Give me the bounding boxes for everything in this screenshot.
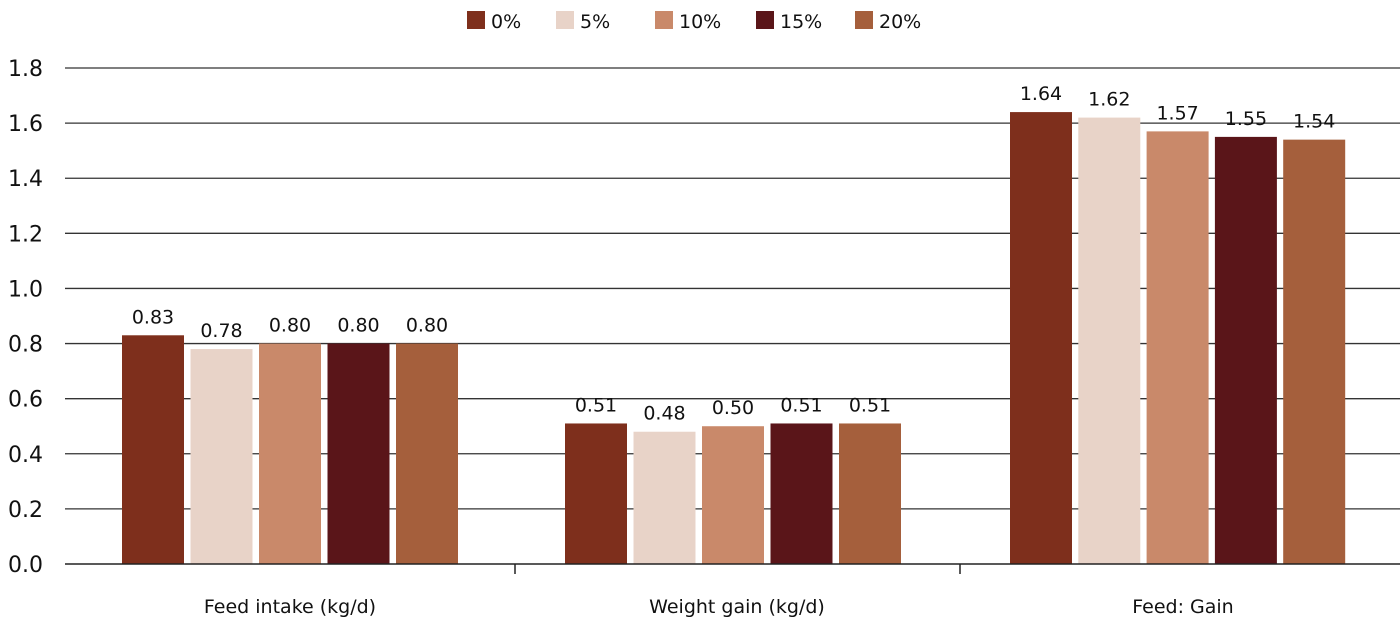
data-label: 1.64 xyxy=(1020,83,1062,105)
data-label: 0.51 xyxy=(575,394,617,416)
data-label: 0.50 xyxy=(712,397,754,419)
bar-5pct-0 xyxy=(190,349,253,564)
legend-label: 20% xyxy=(879,11,921,33)
bar-10pct-1 xyxy=(702,426,764,564)
data-label: 0.51 xyxy=(780,394,822,416)
data-label: 0.83 xyxy=(132,306,174,328)
category-label: Feed: Gain xyxy=(1132,596,1233,618)
bar-5pct-1 xyxy=(633,431,696,564)
bar-15pct-2 xyxy=(1214,136,1277,564)
data-label: 0.48 xyxy=(643,403,685,425)
bar-15pct-0 xyxy=(327,343,390,564)
data-label: 0.80 xyxy=(406,315,448,337)
bar-20pct-2 xyxy=(1283,139,1346,564)
data-label: 0.80 xyxy=(269,315,311,337)
legend-swatch xyxy=(855,11,873,29)
legend-label: 5% xyxy=(580,11,610,33)
data-label: 0.51 xyxy=(849,394,891,416)
x-axis-category-labels: Feed intake (kg/d) Weight gain (kg/d) Feed… xyxy=(204,596,1234,618)
y-tick-label: 0.0 xyxy=(8,553,43,578)
bar-0pct-0 xyxy=(122,335,184,564)
x-axis xyxy=(65,563,1400,574)
y-tick-label: 1.6 xyxy=(8,112,43,137)
legend-label: 15% xyxy=(780,11,822,33)
y-tick-label: 0.8 xyxy=(8,333,43,358)
y-tick-label: 0.4 xyxy=(8,443,43,468)
legend-swatch xyxy=(556,11,574,29)
data-labels: 0.83 0.51 1.64 0.78 0.48 1.62 0.80 0.50 1.57 0.80… xyxy=(132,83,1336,425)
y-tick-label: 0.2 xyxy=(8,498,43,523)
bar-20pct-0 xyxy=(396,343,458,564)
y-axis-tick-labels: 0.0 0.2 0.4 0.6 0.8 1.0 1.2 1.4 1.6 1.8 xyxy=(8,57,43,578)
bar-15pct-1 xyxy=(770,423,833,564)
data-label: 1.54 xyxy=(1293,111,1335,133)
data-label: 1.55 xyxy=(1225,108,1267,130)
bar-20pct-1 xyxy=(839,423,901,564)
data-label: 1.62 xyxy=(1088,89,1130,111)
legend-swatch xyxy=(655,11,673,29)
legend-swatch xyxy=(467,11,485,29)
category-label: Feed intake (kg/d) xyxy=(204,596,376,618)
data-label: 1.57 xyxy=(1156,102,1198,124)
legend-label: 0% xyxy=(491,11,521,33)
data-label: 0.78 xyxy=(200,320,242,342)
data-label: 0.80 xyxy=(337,315,379,337)
legend: 0% 5% 10% 15% 20% xyxy=(467,11,921,33)
y-tick-label: 1.2 xyxy=(8,222,43,247)
bar-0pct-2 xyxy=(1010,112,1072,564)
y-tick-label: 1.4 xyxy=(8,167,43,192)
legend-label: 10% xyxy=(679,11,721,33)
y-tick-label: 1.8 xyxy=(8,57,43,82)
y-tick-label: 0.6 xyxy=(8,388,43,413)
legend-swatch xyxy=(756,11,774,29)
bar-0pct-1 xyxy=(565,423,627,564)
y-tick-label: 1.0 xyxy=(8,277,43,302)
category-label: Weight gain (kg/d) xyxy=(649,596,825,618)
bar-10pct-0 xyxy=(259,343,321,564)
bars xyxy=(122,112,1346,564)
bar-5pct-2 xyxy=(1078,117,1141,564)
bar-10pct-2 xyxy=(1146,131,1209,564)
